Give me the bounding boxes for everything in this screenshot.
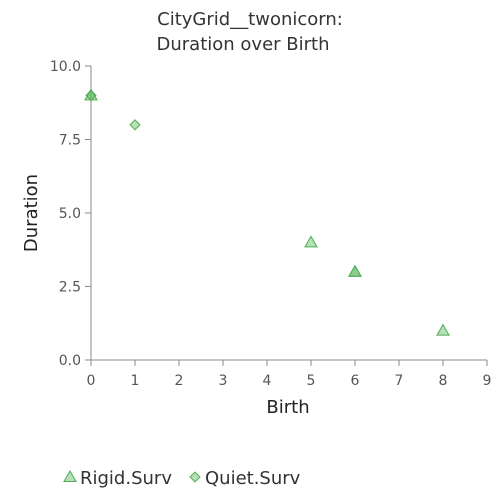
x-axis-label: Birth [266,397,309,418]
y-tick-label: 7.5 [59,133,81,149]
diamond-point [129,119,141,131]
chart-title: CityGrid__twonicorn: Duration over Birth [157,9,343,55]
chart-title-line-1: CityGrid__twonicorn: [157,9,343,30]
y-tick-label: 2.5 [59,280,81,296]
y-tick-label: 5.0 [59,206,81,222]
legend-triangle-icon [63,469,77,482]
x-axis-ticks: 0 1 2 3 4 5 6 7 8 9 [87,360,492,389]
y-axis-ticks: 0.0 2.5 5.0 7.5 10.0 [50,59,91,369]
x-tick-label: 4 [263,373,272,389]
diamond-point [85,89,97,102]
legend-label: Quiet.Surv [205,468,301,489]
triangle-point [304,235,318,248]
x-tick-label: 2 [175,373,184,389]
x-tick-label: 1 [131,373,140,389]
triangle-point [436,323,450,336]
y-axis-label: Duration [21,174,42,252]
x-tick-label: 0 [87,373,96,389]
x-tick-label: 9 [483,373,492,389]
legend-label: Rigid.Surv [80,468,172,489]
y-tick-label: 0.0 [59,353,81,369]
legend-diamond-icon [189,471,201,483]
triangle-point [348,264,362,277]
legend: Rigid.Surv Quiet.Surv [63,468,301,489]
chart-title-line-2: Duration over Birth [157,34,330,55]
x-tick-label: 7 [395,373,404,389]
data-points [84,88,450,336]
x-tick-label: 6 [351,373,360,389]
x-tick-label: 8 [439,373,448,389]
x-tick-label: 5 [307,373,316,389]
y-tick-label: 10.0 [50,59,81,75]
x-tick-label: 3 [219,373,228,389]
